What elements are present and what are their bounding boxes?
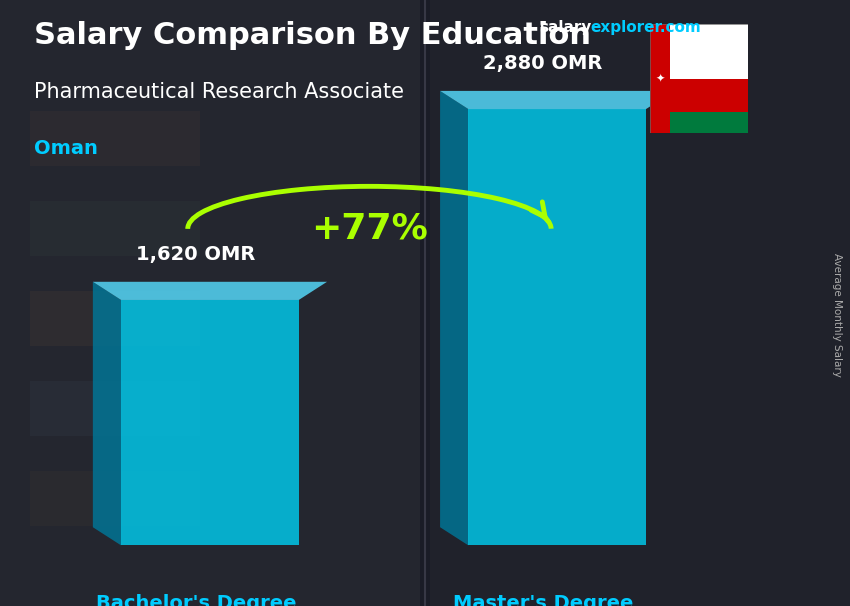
Text: salary: salary [540,20,592,35]
Polygon shape [440,91,468,545]
Text: Salary Comparison By Education: Salary Comparison By Education [34,21,591,50]
Polygon shape [30,381,200,436]
Text: Master's Degree: Master's Degree [453,594,633,606]
Polygon shape [30,201,200,256]
Text: Pharmaceutical Research Associate: Pharmaceutical Research Associate [34,82,404,102]
Polygon shape [468,109,646,545]
Polygon shape [30,291,200,346]
Text: Average Monthly Salary: Average Monthly Salary [832,253,842,377]
Text: Bachelor's Degree: Bachelor's Degree [95,594,296,606]
Polygon shape [650,24,670,133]
Polygon shape [0,0,420,606]
Polygon shape [30,471,200,526]
Polygon shape [121,300,299,545]
Text: Oman: Oman [34,139,98,158]
Polygon shape [650,79,748,112]
Polygon shape [93,282,121,545]
Text: explorer.com: explorer.com [591,20,701,35]
Polygon shape [650,24,748,79]
Polygon shape [30,111,200,166]
Polygon shape [440,91,674,109]
Polygon shape [650,112,748,133]
Text: 2,880 OMR: 2,880 OMR [484,54,603,73]
Text: +77%: +77% [311,211,428,246]
Polygon shape [430,0,850,606]
Text: ✦: ✦ [655,74,665,84]
Text: 1,620 OMR: 1,620 OMR [136,245,256,264]
Polygon shape [93,282,327,300]
